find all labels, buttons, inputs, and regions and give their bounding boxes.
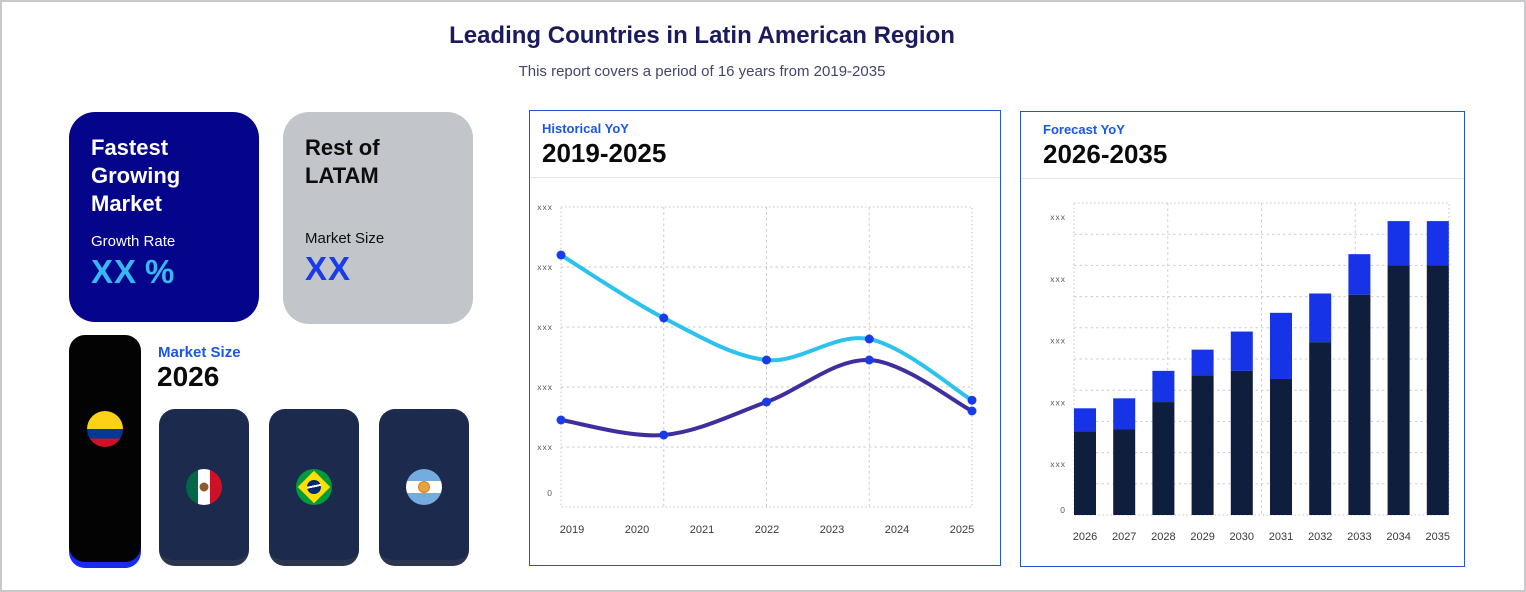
- svg-text:2034: 2034: [1386, 531, 1410, 543]
- svg-text:2019: 2019: [560, 524, 584, 536]
- forecast-panel-header: Forecast YoY 2026-2035: [1021, 112, 1464, 179]
- report-header: Leading Countries in Latin American Regi…: [2, 22, 1402, 80]
- svg-text:xxx: xxx: [537, 262, 553, 272]
- latam-market-size-label: Market Size: [305, 229, 385, 247]
- fastest-growing-market-card: Fastest Growing Market Growth Rate XX%: [69, 112, 259, 322]
- svg-text:2031: 2031: [1269, 531, 1293, 543]
- market-size-2026-label: Market Size: [158, 344, 241, 361]
- svg-text:xxx: xxx: [1050, 459, 1066, 469]
- svg-text:2028: 2028: [1151, 531, 1175, 543]
- svg-text:2030: 2030: [1230, 531, 1254, 543]
- svg-text:0: 0: [547, 488, 553, 498]
- svg-text:2026: 2026: [1073, 531, 1097, 543]
- svg-text:0: 0: [1060, 505, 1066, 515]
- forecast-panel: Forecast YoY 2026-2035 xxx xxx xxx xxx xxx 0 2…: [1020, 111, 1465, 567]
- rest-of-latam-title: Rest of LATAM: [305, 135, 380, 188]
- argentina-card: [379, 409, 469, 566]
- historical-panel: Historical YoY 2019-2025 xxx xxx xxx xxx xxx…: [529, 110, 1001, 566]
- fastest-growing-title: Fastest Growing Market: [91, 135, 181, 216]
- svg-text:2021: 2021: [690, 524, 714, 536]
- svg-text:2022: 2022: [755, 524, 779, 536]
- mexico-card: [159, 409, 249, 566]
- mexico-flag-icon: [186, 469, 222, 505]
- svg-text:2032: 2032: [1308, 531, 1332, 543]
- svg-text:xxx: xxx: [537, 322, 553, 332]
- svg-text:xxx: xxx: [1050, 336, 1066, 346]
- svg-text:2035: 2035: [1426, 531, 1450, 543]
- growth-rate-value: XX: [91, 252, 138, 290]
- growth-rate-unit: %: [145, 252, 176, 290]
- forecast-bar-chart: xxx xxx xxx xxx xxx 0 2026 2027 2028 2029 2030 2031…: [1050, 202, 1450, 543]
- growth-rate-metric: XX%: [91, 253, 237, 291]
- page-title: Leading Countries in Latin American Regi…: [449, 22, 955, 49]
- colombia-flag-icon: [87, 411, 123, 447]
- historical-line-chart: xxx xxx xxx xxx xxx 0 2019 2020 2021 2022 2023 2024…: [537, 202, 977, 536]
- latam-market-size-value: XX: [305, 249, 352, 287]
- argentina-flag-icon: [406, 469, 442, 505]
- market-size-2026-year: 2026: [157, 361, 220, 392]
- svg-text:2023: 2023: [820, 524, 844, 536]
- rest-of-latam-card: Rest of LATAM Market Size XX: [283, 112, 473, 324]
- growth-rate-label: Growth Rate: [91, 232, 176, 250]
- svg-text:2033: 2033: [1347, 531, 1371, 543]
- historical-panel-header: Historical YoY 2019-2025: [530, 111, 1000, 178]
- brazil-card: [269, 409, 359, 566]
- svg-text:2029: 2029: [1190, 531, 1214, 543]
- svg-text:2024: 2024: [885, 524, 909, 536]
- historical-tag: Historical YoY: [542, 121, 629, 136]
- svg-text:xxx: xxx: [1050, 397, 1066, 407]
- svg-text:2027: 2027: [1112, 531, 1136, 543]
- colombia-card: [69, 335, 141, 562]
- forecast-range: 2026-2035: [1043, 139, 1168, 169]
- page-subtitle: This report covers a period of 16 years …: [518, 63, 886, 80]
- forecast-tag: Forecast YoY: [1043, 122, 1125, 137]
- svg-text:xxx: xxx: [1050, 212, 1066, 222]
- svg-text:2020: 2020: [625, 524, 649, 536]
- svg-text:xxx: xxx: [1050, 274, 1066, 284]
- svg-text:xxx: xxx: [537, 382, 553, 392]
- brazil-flag-icon: [296, 469, 332, 505]
- svg-text:xxx: xxx: [537, 202, 553, 212]
- historical-range: 2019-2025: [542, 138, 667, 168]
- svg-text:xxx: xxx: [537, 442, 553, 452]
- svg-text:2025: 2025: [950, 524, 974, 536]
